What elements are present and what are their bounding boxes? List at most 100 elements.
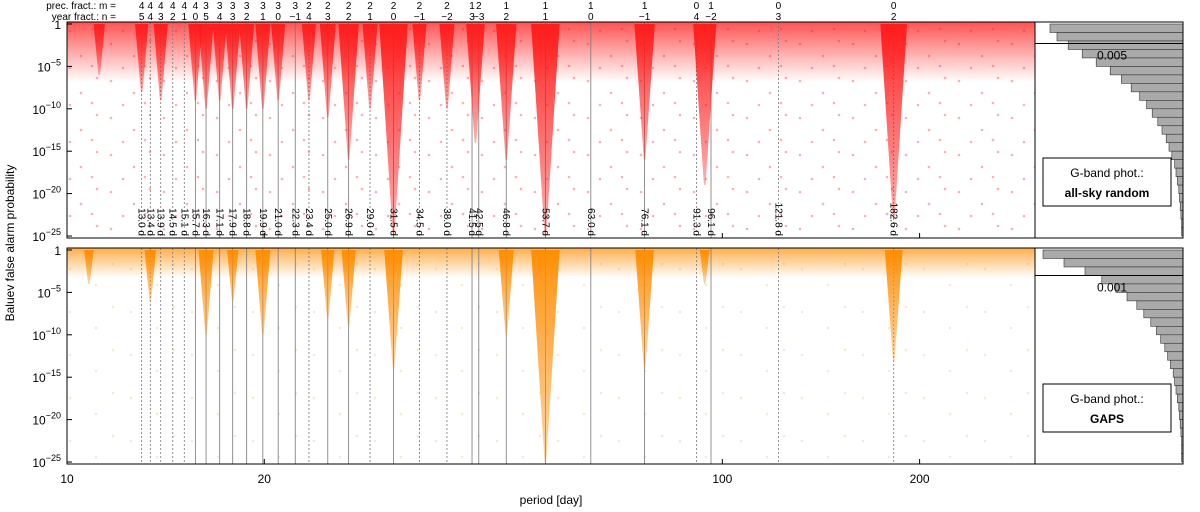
legend-subtitle: all-sky random (1065, 186, 1150, 200)
hist-bar (1171, 150, 1184, 160)
m-label: 1 (469, 1, 475, 12)
n-label: 5 (203, 12, 209, 23)
spike (531, 250, 560, 462)
period-label: 29.0 d (364, 208, 375, 236)
hist-bar (1049, 23, 1184, 33)
m-label: 4 (170, 1, 176, 12)
period-label: 21.0 d (272, 208, 283, 236)
spike (341, 250, 356, 327)
hist-bar (1174, 376, 1184, 386)
m-label: 2 (444, 1, 450, 12)
hist-bar (1167, 351, 1184, 361)
m-label: 4 (193, 1, 199, 12)
y-axis-label: Baluev false alarm probability (3, 165, 17, 322)
hist-bar (1042, 249, 1184, 259)
hist-bar (1130, 83, 1184, 93)
x-tick-label: 20 (258, 472, 272, 486)
n-label: 2 (503, 12, 509, 23)
m-label: 2 (417, 1, 423, 12)
period-label: 14.5 d (167, 208, 178, 236)
spike (255, 24, 271, 109)
y-tick-label: 10−20 (32, 411, 61, 428)
n-label: 3 (325, 12, 331, 23)
n-label: 3 (469, 12, 475, 23)
period-label: 23.4 d (303, 208, 314, 236)
period-label: 91.3 d (690, 208, 701, 236)
x-tick-label: 200 (910, 472, 930, 486)
m-label: 2 (476, 1, 482, 12)
m-label: 3 (260, 1, 266, 12)
n-label: 1 (260, 12, 266, 23)
m-label: 3 (275, 1, 281, 12)
period-label: 31.5 d (388, 208, 399, 236)
n-label: 0 (588, 12, 594, 23)
hist-bar (1156, 326, 1184, 336)
x-tick-label: 10 (60, 472, 74, 486)
hist-frame (1034, 247, 1184, 465)
y-tick-label: 10−15 (32, 368, 61, 385)
period-label: 17.1 d (214, 208, 225, 236)
legend-title: G-band phot.: (1070, 392, 1143, 406)
hist-bar (1109, 66, 1184, 76)
hist-bar (1179, 193, 1184, 203)
spike (439, 24, 455, 109)
spike (362, 24, 378, 109)
period-label: 13.9 d (155, 208, 166, 236)
n-label: 1 (543, 12, 549, 23)
x-axis-label: period [day] (520, 493, 583, 507)
n-label: 2 (891, 12, 897, 23)
period-label: 96.1 d (705, 208, 716, 236)
hist-bar (1175, 167, 1184, 177)
n-label: −2 (441, 12, 453, 23)
spike (188, 24, 203, 101)
period-label: 13.0 d (136, 208, 147, 236)
legend-box (1042, 383, 1172, 433)
m-label: 1 (642, 1, 648, 12)
period-label: 15.1 d (178, 208, 189, 236)
hist-bar (1172, 368, 1184, 378)
y-tick-label: 10−25 (32, 453, 61, 470)
m-label: 3 (230, 1, 236, 12)
legend-subtitle: GAPS (1090, 412, 1124, 426)
spike (225, 24, 241, 109)
n-label: −1 (414, 12, 426, 23)
spike (239, 24, 255, 109)
period-label: 38.0 d (441, 208, 452, 236)
period-label: 22.3 d (289, 208, 300, 236)
y-tick-label: 1 (54, 18, 61, 32)
m-label: 2 (325, 1, 331, 12)
hist-bar (1168, 142, 1184, 152)
hist-bar (1157, 116, 1184, 127)
legend-box (1042, 157, 1172, 207)
hist-bar (1178, 184, 1184, 194)
hist-bar (1146, 100, 1184, 110)
hist-bar (1151, 108, 1184, 118)
m-label: 2 (391, 1, 397, 12)
n-label: 3 (158, 12, 164, 23)
hist-bar (1150, 317, 1184, 327)
n-label: 2 (170, 12, 176, 23)
m-label: 0 (891, 1, 897, 12)
period-label: 17.9 d (227, 208, 238, 236)
threshold-label: 0.001 (1097, 280, 1127, 294)
spike (321, 250, 335, 318)
spike (144, 250, 156, 301)
spike (693, 24, 717, 186)
hist-bar (1136, 300, 1184, 310)
hist-bar (1143, 309, 1184, 319)
hist-bar (1165, 133, 1184, 144)
n-header: year fract.: n = (52, 12, 116, 23)
n-label: 5 (139, 12, 145, 23)
y-tick-label: 10−15 (32, 142, 61, 159)
y-tick-label: 10−10 (32, 326, 61, 343)
spike (466, 24, 485, 143)
hist-bar (1063, 258, 1184, 268)
spike (153, 24, 168, 101)
spike (198, 24, 214, 109)
m-label: 4 (139, 1, 145, 12)
period-label: 182.6 d (888, 203, 899, 236)
spike (301, 24, 317, 101)
n-label: 1 (182, 12, 188, 23)
hist-bar (1174, 159, 1184, 169)
period-label: 121.8 d (772, 203, 783, 236)
